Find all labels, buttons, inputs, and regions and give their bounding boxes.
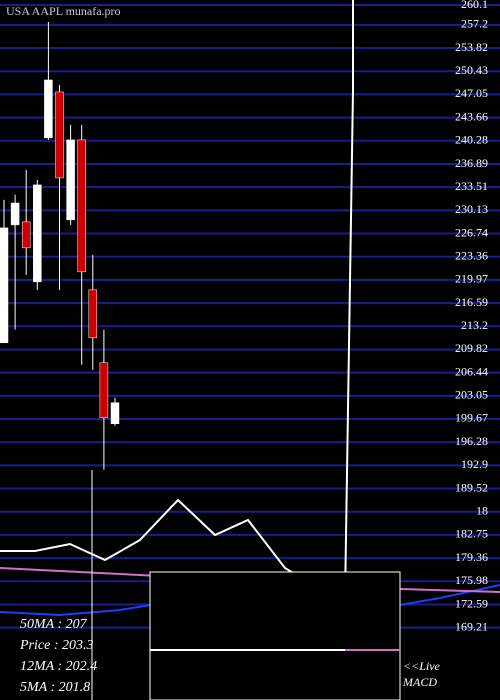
indicator-line [344,0,354,601]
candles [0,21,120,470]
candle-body [0,227,9,344]
y-tick-label: 253.82 [455,40,488,54]
y-tick-label: 175.98 [455,573,488,587]
indicator-text: Price : 203.3 [19,638,93,653]
y-tick-label: 189.52 [455,480,488,494]
y-tick-label: 230.13 [455,202,488,216]
indicator-text: 50MA : 207 [20,617,88,632]
candle-body [21,221,31,249]
macd-panel [149,571,401,700]
y-tick-label: 206.44 [455,364,488,378]
chart-title: USA AAPL munafa.pro [6,4,121,18]
y-tick-label: 179.36 [455,550,488,564]
y-tick-label: 243.66 [455,109,488,123]
candle-body [10,202,20,226]
panel-label: <<Live [403,659,441,673]
y-tick-label: 182.75 [455,527,488,541]
candle-body [55,91,64,179]
y-tick-label: 223.36 [455,248,488,262]
candle-body [99,362,109,419]
y-tick-label: 240.28 [455,133,488,147]
y-tick-label: 18 [476,504,488,518]
candle-body [77,139,86,273]
panel-label: MACD [402,675,437,689]
y-tick-label: 196.28 [455,434,488,448]
y-tick-label: 257.2 [461,17,488,31]
y-tick-label: 199.67 [455,411,488,425]
indicator-text: 12MA : 202.4 [20,659,97,674]
candle-body [66,139,75,221]
y-tick-label: 233.51 [455,179,488,193]
y-tick-label: 247.05 [455,86,488,100]
y-tick-label: 209.82 [455,341,488,355]
candle-body [88,289,98,339]
candle-body [44,79,53,139]
candle-body [33,184,42,283]
indicator-text: 5MA : 201.8 [20,680,90,695]
y-tick-label: 250.43 [455,63,488,77]
y-tick-label: 169.21 [455,619,488,633]
y-tick-label: 213.2 [461,318,488,332]
candle-body [110,402,120,424]
y-tick-label: 226.74 [455,225,488,239]
y-tick-label: 260.1 [461,0,488,11]
y-tick-label: 236.89 [455,156,488,170]
y-tick-label: 192.9 [461,457,488,471]
y-tick-label: 216.59 [455,295,488,309]
y-tick-label: 219.97 [455,272,488,286]
y-tick-label: 203.05 [455,388,488,402]
grid [0,4,500,629]
y-tick-label: 172.59 [455,596,488,610]
